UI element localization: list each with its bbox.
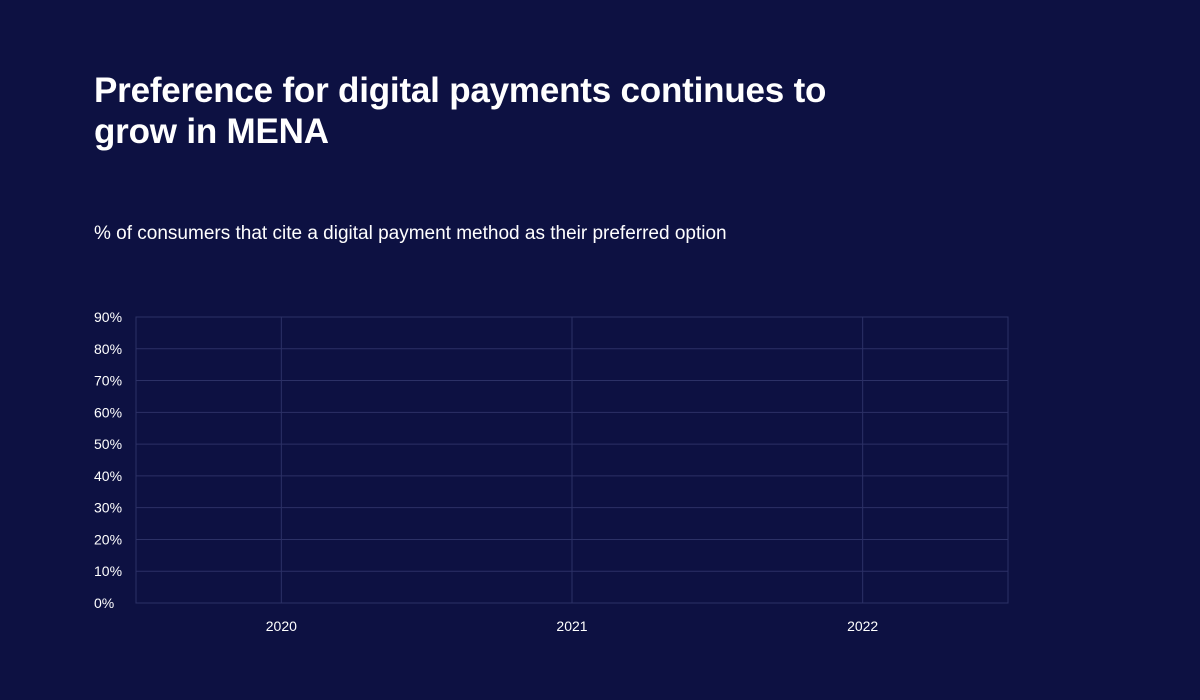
y-tick-label: 70%	[94, 373, 122, 389]
x-tick-label: 2021	[556, 618, 587, 634]
y-tick-label: 0%	[94, 595, 114, 611]
y-tick-label: 80%	[94, 341, 122, 357]
y-tick-label: 20%	[94, 531, 122, 547]
y-tick-label: 30%	[94, 500, 122, 516]
x-tick-label: 2022	[847, 618, 878, 634]
y-tick-label: 10%	[94, 563, 122, 579]
chart-title: Preference for digital payments continue…	[94, 71, 827, 151]
y-tick-label: 90%	[94, 309, 122, 325]
y-tick-label: 40%	[94, 468, 122, 484]
chart-subtitle: % of consumers that cite a digital payme…	[94, 223, 727, 244]
x-tick-label: 2020	[266, 618, 297, 634]
y-tick-label: 50%	[94, 436, 122, 452]
y-tick-label: 60%	[94, 404, 122, 420]
